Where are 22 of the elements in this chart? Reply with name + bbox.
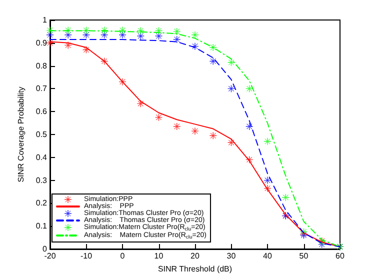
y-tick-label: 0.3 — [36, 176, 48, 185]
y-tick-label: 0.7 — [36, 84, 48, 94]
x-tick-label: 10 — [154, 252, 164, 260]
y-tick-label: 0.9 — [36, 38, 48, 48]
y-tick-label: 0.2 — [36, 198, 48, 208]
y-tick-label: 0 — [42, 244, 48, 254]
x-tick-label: 50 — [299, 252, 309, 260]
y-tick-label: 1 — [42, 16, 48, 24]
x-tick-label: 60 — [336, 252, 345, 260]
x-tick-label: 40 — [263, 252, 272, 260]
y-axis-title: SINR Coverage Probability — [16, 86, 26, 182]
y-tick-label: 0.1 — [36, 222, 48, 231]
y-tick-label: 0.8 — [36, 61, 48, 70]
y-tick-label: 0.4 — [36, 152, 48, 162]
y-tick-label: 0.5 — [36, 130, 48, 139]
x-tick-label: 20 — [190, 252, 200, 260]
x-tick-label: -20 — [44, 252, 56, 260]
x-tick-label: -10 — [80, 252, 93, 260]
x-tick-label: 30 — [226, 252, 236, 260]
x-tick-label: 0 — [120, 252, 126, 260]
y-tick-label: 0.6 — [36, 107, 48, 116]
x-axis-title: SINR Threshold (dB) — [158, 264, 232, 274]
